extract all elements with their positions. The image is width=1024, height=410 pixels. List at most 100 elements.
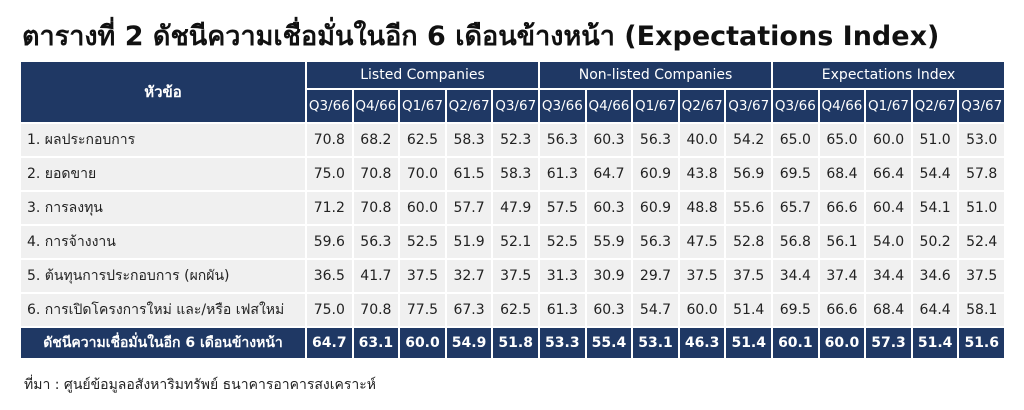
period-header: Q4/66 <box>819 90 865 122</box>
value-cell: 36.5 <box>307 260 352 292</box>
total-cell: 51.6 <box>959 328 1005 358</box>
value-cell: 37.5 <box>400 260 445 292</box>
data-row: 4. การจ้างงาน 59.6 56.3 52.5 51.9 52.1 52.5 55.… <box>21 226 1005 258</box>
value-cell: 52.3 <box>493 124 539 156</box>
total-row: ดัชนีความเชื่อมั่นในอีก 6 เดือนข้างหน้า 6… <box>21 328 1005 358</box>
value-cell: 60.0 <box>679 294 725 326</box>
value-cell: 58.3 <box>446 124 492 156</box>
value-cell: 54.7 <box>633 294 678 326</box>
value-cell: 69.5 <box>773 158 818 190</box>
value-cell: 48.8 <box>679 192 725 224</box>
value-cell: 75.0 <box>307 158 352 190</box>
value-cell: 58.1 <box>959 294 1005 326</box>
header-row: หัวข้อ Listed Companies Non-listed Compan… <box>21 62 1005 122</box>
value-cell: 54.4 <box>912 158 958 190</box>
total-cell: 54.9 <box>446 328 492 358</box>
data-row: 6. การเปิดโครงการใหม่ และ/หรือ เฟสใหม่ 75… <box>21 294 1005 326</box>
group-header: Listed Companies <box>307 62 539 88</box>
total-cell: 51.8 <box>493 328 539 358</box>
value-cell: 70.8 <box>353 192 399 224</box>
total-cell: 63.1 <box>353 328 399 358</box>
row-label: 2. ยอดขาย <box>21 158 305 190</box>
period-header: Q4/66 <box>353 90 399 122</box>
value-cell: 50.2 <box>912 226 958 258</box>
data-row: 1. ผลประกอบการ 70.8 68.2 62.5 58.3 52.3 56.3 60… <box>21 124 1005 156</box>
value-cell: 37.5 <box>679 260 725 292</box>
value-cell: 69.5 <box>773 294 818 326</box>
topic-header: หัวข้อ <box>21 62 305 122</box>
value-cell: 60.3 <box>586 294 632 326</box>
value-cell: 68.4 <box>819 158 865 190</box>
period-header: Q3/66 <box>773 90 818 122</box>
value-cell: 54.1 <box>912 192 958 224</box>
value-cell: 71.2 <box>307 192 352 224</box>
value-cell: 51.0 <box>912 124 958 156</box>
period-header: Q3/66 <box>307 90 352 122</box>
period-header: Q2/67 <box>446 90 492 122</box>
period-header: Q1/67 <box>633 90 678 122</box>
period-header: Q1/67 <box>400 90 445 122</box>
total-cell: 60.1 <box>773 328 818 358</box>
value-cell: 70.8 <box>307 124 352 156</box>
value-cell: 66.6 <box>819 192 865 224</box>
total-cell: 64.7 <box>307 328 352 358</box>
group-header: Non-listed Companies <box>540 62 772 88</box>
value-cell: 70.0 <box>400 158 445 190</box>
value-cell: 40.0 <box>679 124 725 156</box>
period-header: Q4/66 <box>586 90 632 122</box>
value-cell: 75.0 <box>307 294 352 326</box>
period-row: Q3/66 Q4/66 Q1/67 Q2/67 Q3/67 Q3/66 Q4/66 Q1/67… <box>21 90 1005 122</box>
value-cell: 62.5 <box>493 294 539 326</box>
row-label: 3. การลงทุน <box>21 192 305 224</box>
value-cell: 51.9 <box>446 226 492 258</box>
value-cell: 52.5 <box>540 226 585 258</box>
period-header: Q3/67 <box>493 90 539 122</box>
value-cell: 66.4 <box>866 158 911 190</box>
value-cell: 61.3 <box>540 158 585 190</box>
value-cell: 77.5 <box>400 294 445 326</box>
total-cell: 53.1 <box>633 328 678 358</box>
value-cell: 37.5 <box>493 260 539 292</box>
value-cell: 56.1 <box>819 226 865 258</box>
period-header: Q3/67 <box>726 90 772 122</box>
period-header: Q2/67 <box>912 90 958 122</box>
row-label: 5. ต้นทุนการประกอบการ (ผกผัน) <box>21 260 305 292</box>
value-cell: 70.8 <box>353 158 399 190</box>
total-label: ดัชนีความเชื่อมั่นในอีก 6 เดือนข้างหน้า <box>21 328 305 358</box>
value-cell: 30.9 <box>586 260 632 292</box>
data-row: 2. ยอดขาย 75.0 70.8 70.0 61.5 58.3 61.3 64.7 60.… <box>21 158 1005 190</box>
value-cell: 70.8 <box>353 294 399 326</box>
value-cell: 57.8 <box>959 158 1005 190</box>
total-cell: 51.4 <box>912 328 958 358</box>
value-cell: 61.5 <box>446 158 492 190</box>
value-cell: 58.3 <box>493 158 539 190</box>
value-cell: 60.9 <box>633 158 678 190</box>
value-cell: 31.3 <box>540 260 585 292</box>
value-cell: 68.2 <box>353 124 399 156</box>
period-header: Q2/67 <box>679 90 725 122</box>
value-cell: 37.4 <box>819 260 865 292</box>
value-cell: 61.3 <box>540 294 585 326</box>
value-cell: 60.4 <box>866 192 911 224</box>
value-cell: 68.4 <box>866 294 911 326</box>
value-cell: 64.7 <box>586 158 632 190</box>
value-cell: 32.7 <box>446 260 492 292</box>
value-cell: 53.0 <box>959 124 1005 156</box>
value-cell: 54.2 <box>726 124 772 156</box>
value-cell: 55.9 <box>586 226 632 258</box>
source-note: ที่มา : ศูนย์ข้อมูลอสังหาริมทรัพย์ ธนาคา… <box>24 377 377 393</box>
total-cell: 60.0 <box>819 328 865 358</box>
value-cell: 34.6 <box>912 260 958 292</box>
value-cell: 65.7 <box>773 192 818 224</box>
value-cell: 47.9 <box>493 192 539 224</box>
row-label: 1. ผลประกอบการ <box>21 124 305 156</box>
total-cell: 57.3 <box>866 328 911 358</box>
value-cell: 60.3 <box>586 124 632 156</box>
period-header: Q3/67 <box>959 90 1005 122</box>
value-cell: 57.7 <box>446 192 492 224</box>
value-cell: 55.6 <box>726 192 772 224</box>
value-cell: 43.8 <box>679 158 725 190</box>
value-cell: 60.0 <box>866 124 911 156</box>
total-cell: 51.4 <box>726 328 772 358</box>
